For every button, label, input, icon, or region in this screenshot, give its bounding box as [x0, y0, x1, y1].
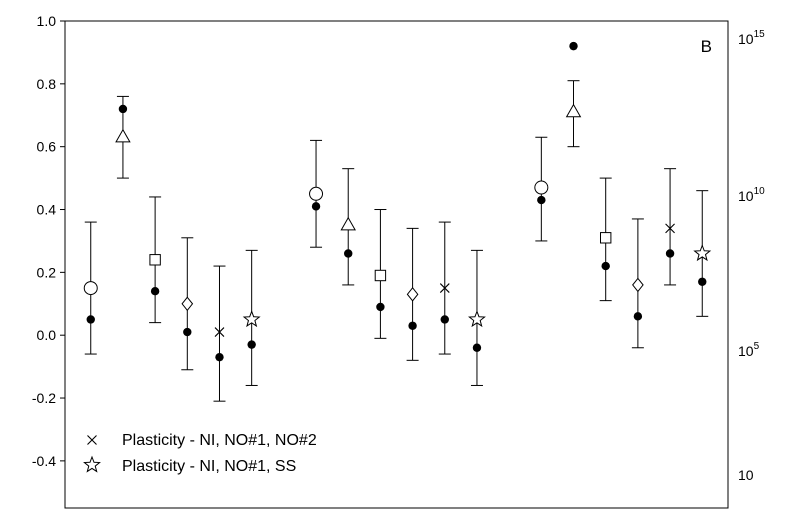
- open-marker-triangle-1: [115, 128, 131, 143]
- filled-point-8: [376, 302, 385, 312]
- y-tick-label-4: 0.4: [37, 202, 57, 218]
- y-tick-label-6: 0.8: [37, 76, 57, 92]
- filled-point-9: [408, 321, 417, 330]
- filled-point-15: [633, 312, 643, 321]
- open-marker-circle-12: [534, 180, 549, 195]
- panel-label: B: [701, 37, 712, 56]
- open-marker-star-17: [693, 244, 712, 262]
- open-marker-square-14: [599, 232, 612, 244]
- open-marker-cross-16: [665, 223, 675, 234]
- y-tick-label-3: 0.2: [37, 264, 57, 280]
- legend-label-cross: Plasticity - NI, NO#1, NO#2: [122, 432, 317, 449]
- open-marker-circle-6: [309, 186, 324, 201]
- open-marker-triangle-13: [565, 103, 582, 118]
- filled-point-1: [118, 104, 128, 114]
- filled-point-6: [311, 202, 321, 211]
- open-marker-diamond-9: [406, 287, 419, 302]
- legend-symbol-cross: [87, 435, 97, 445]
- open-marker-star-11: [468, 310, 486, 328]
- point-group-3: [181, 237, 194, 371]
- open-marker-diamond-3: [181, 296, 194, 312]
- legend-symbol-star: [83, 455, 101, 473]
- point-group-8: [374, 209, 387, 339]
- y2-tick-label-1: 1010: [738, 186, 765, 204]
- filled-point-2: [150, 287, 160, 296]
- open-marker-star-5: [242, 310, 261, 328]
- point-group-14: [599, 177, 612, 302]
- point-group-15: [631, 218, 644, 349]
- data-series: [83, 41, 712, 402]
- point-group-9: [406, 227, 419, 361]
- plot-frame: [64, 20, 729, 509]
- point-group-4: [213, 265, 226, 402]
- filled-point-3: [183, 327, 192, 337]
- filled-point-11: [472, 343, 482, 352]
- y-tick-label-1: -0.2: [32, 390, 56, 406]
- filled-point-10: [440, 315, 449, 324]
- left-y-axis: -0.4 -0.2 0.0 0.2 0.4 0.6 0.8 1.0: [32, 13, 65, 469]
- filled-point-13: [569, 41, 578, 51]
- filled-point-0: [86, 315, 95, 324]
- point-group-12: [534, 136, 549, 242]
- open-marker-square-2: [149, 254, 161, 266]
- point-group-0: [83, 221, 98, 355]
- legend: Plasticity - NI, NO#1, NO#2 Plasticity -…: [83, 432, 317, 475]
- y-tick-label-2: 0.0: [37, 327, 57, 343]
- point-group-5: [242, 249, 261, 386]
- point-group-17: [693, 190, 712, 317]
- point-group-13: [565, 80, 582, 148]
- legend-star-icon: [83, 455, 101, 473]
- filled-point-14: [601, 261, 610, 271]
- legend-label-star: Plasticity - NI, NO#1, SS: [122, 458, 296, 475]
- point-group-6: [309, 139, 324, 248]
- y-tick-label-5: 0.6: [37, 139, 57, 155]
- filled-point-7: [344, 249, 353, 258]
- open-marker-circle-0: [83, 281, 98, 296]
- y-tick-label-7: 1.0: [37, 13, 57, 29]
- filled-point-16: [665, 249, 675, 258]
- legend-cross-icon: [87, 435, 97, 445]
- open-marker-triangle-7: [340, 216, 356, 231]
- y2-tick-label-3: 10: [738, 467, 754, 483]
- right-y-axis: 1015 1010 105 10: [738, 29, 765, 483]
- filled-point-5: [247, 340, 256, 349]
- point-group-11: [468, 249, 486, 386]
- open-marker-cross-10: [439, 283, 450, 293]
- point-group-16: [664, 168, 677, 286]
- filled-point-17: [698, 277, 707, 286]
- filled-point-12: [537, 195, 546, 205]
- y2-tick-label-0: 1015: [738, 29, 765, 47]
- open-marker-diamond-15: [632, 277, 644, 293]
- filled-point-4: [215, 352, 224, 362]
- point-group-7: [340, 168, 356, 286]
- open-marker-square-8: [374, 269, 387, 282]
- point-group-2: [149, 196, 162, 324]
- y-tick-label-0: -0.4: [32, 453, 56, 469]
- y2-tick-label-2: 105: [738, 341, 760, 359]
- point-group-10: [438, 221, 451, 355]
- open-marker-cross-4: [214, 327, 225, 337]
